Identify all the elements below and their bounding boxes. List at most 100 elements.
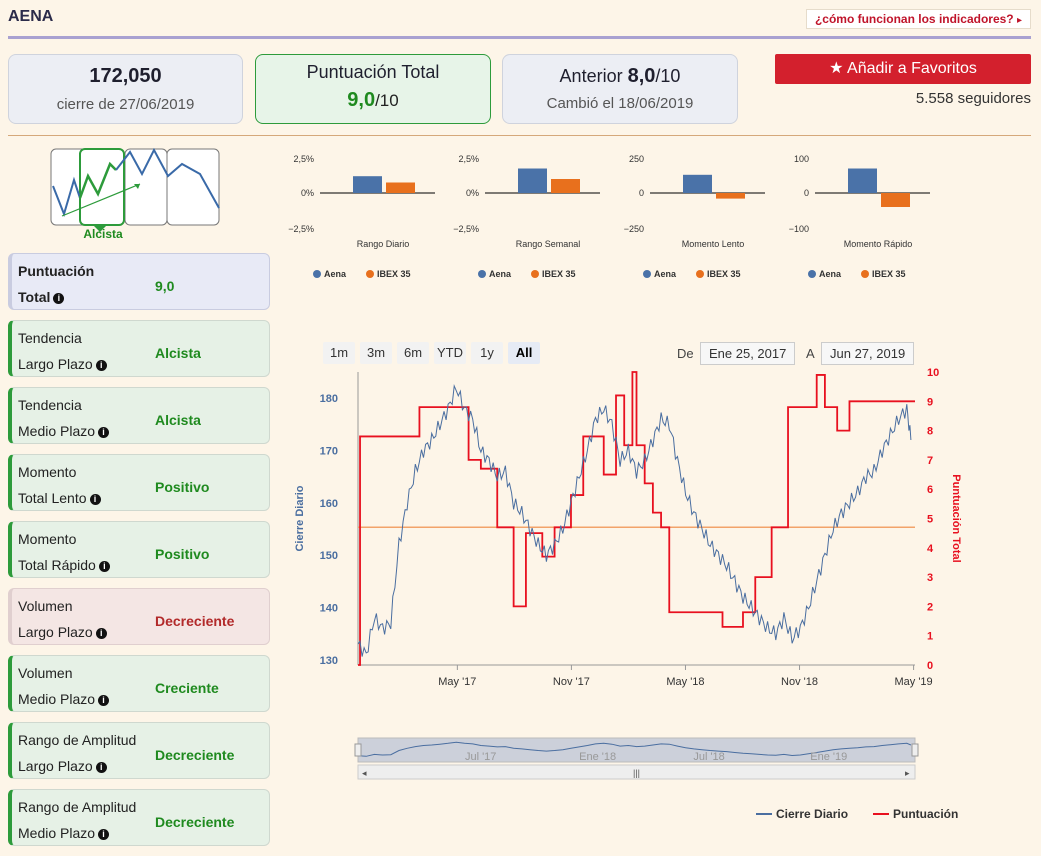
indicator-name-line1: Rango de Amplitud xyxy=(18,799,137,815)
y-tick-label: 150 xyxy=(320,550,338,562)
trend-arrow-head xyxy=(134,184,140,189)
navigator-handle-left xyxy=(354,743,362,757)
indicator-name-text: Total Lento xyxy=(18,490,87,506)
indicator-name-line2: Medio Plazo i xyxy=(18,825,110,841)
mini-ytick-label: −2,5% xyxy=(288,224,314,234)
indicator-item[interactable]: Puntuación Total i 9,0 xyxy=(8,253,270,310)
mini-bar xyxy=(551,179,580,193)
y-tick-label: 130 xyxy=(320,655,338,667)
y2-tick-label: 9 xyxy=(927,396,933,408)
range-button[interactable]: 1y xyxy=(471,342,503,364)
mini-ytick-label: 250 xyxy=(629,154,644,164)
indicator-name-text: Medio Plazo xyxy=(18,691,96,707)
mini-ytick-label: 100 xyxy=(794,154,809,164)
x-tick-label: Nov '18 xyxy=(781,676,818,688)
y2-tick-label: 5 xyxy=(927,514,933,526)
range-button[interactable]: 3m xyxy=(360,342,392,364)
mini-bar xyxy=(353,176,382,193)
info-icon[interactable]: i xyxy=(53,293,65,304)
navigator-handle-right xyxy=(911,743,919,757)
indicator-name-text: Total Rápido xyxy=(18,557,96,573)
previous-score: Anterior 8,0/10 xyxy=(559,65,681,87)
star-icon: ★ xyxy=(829,60,844,77)
help-link[interactable]: ¿cómo funcionan los indicadores? ▸ xyxy=(805,9,1031,29)
mini-ytick-label: 2,5% xyxy=(458,154,479,164)
navigator-window xyxy=(357,737,916,763)
price-value: 172,050 xyxy=(89,65,162,87)
info-icon[interactable]: i xyxy=(95,762,107,773)
y-tick-label: 160 xyxy=(320,498,338,510)
indicator-name-text: Largo Plazo xyxy=(18,758,93,774)
mini-chart: 2,5% 0% −2,5% Rango Diario Aena IBEX 35 xyxy=(288,154,435,279)
previous-score-card: Anterior 8,0/10 Cambió el 18/06/2019 xyxy=(502,54,738,124)
indicator-item[interactable]: Momento Total Rápido i Positivo xyxy=(8,521,270,578)
mini-ytick-label: 0% xyxy=(301,188,314,198)
indicator-name-line1: Tendencia xyxy=(18,397,82,413)
info-icon[interactable]: i xyxy=(98,695,110,706)
y-tick-label: 180 xyxy=(320,393,338,405)
indicator-item[interactable]: Tendencia Medio Plazo i Alcista xyxy=(8,387,270,444)
indicator-name-line2: Largo Plazo i xyxy=(18,624,107,640)
y-tick-label: 140 xyxy=(320,602,338,614)
y2-tick-label: 1 xyxy=(927,631,933,643)
from-date-input[interactable]: Ene 25, 2017 xyxy=(700,342,796,365)
range-button[interactable]: YTD xyxy=(434,342,466,364)
help-link-label: ¿cómo funcionan los indicadores? xyxy=(814,12,1014,26)
to-label: A xyxy=(806,346,815,361)
indicator-name-line1: Puntuación xyxy=(18,263,95,279)
from-label: De xyxy=(677,346,694,361)
indicator-item[interactable]: Volumen Largo Plazo i Decreciente xyxy=(8,588,270,645)
trend-panel-4 xyxy=(166,148,220,226)
legend-label: IBEX 35 xyxy=(377,269,411,279)
indicator-value: Alcista xyxy=(155,412,201,428)
indicator-item[interactable]: Rango de Amplitud Largo Plazo i Decreciente xyxy=(8,722,270,779)
range-button[interactable]: All xyxy=(508,342,540,364)
indicator-item[interactable]: Momento Total Lento i Positivo xyxy=(8,454,270,511)
mini-ytick-label: 0% xyxy=(466,188,479,198)
legend-label: Aena xyxy=(324,269,347,279)
to-date-input[interactable]: Jun 27, 2019 xyxy=(821,342,915,365)
legend-marker xyxy=(861,270,869,278)
indicator-value: Positivo xyxy=(155,546,210,562)
y2-tick-label: 3 xyxy=(927,572,933,584)
indicator-name-text: Largo Plazo xyxy=(18,356,93,372)
total-score-value: 9,0/10 xyxy=(347,89,399,111)
indicator-name-line2: Total i xyxy=(18,289,65,305)
info-icon[interactable]: i xyxy=(98,561,110,572)
info-icon[interactable]: i xyxy=(98,427,110,438)
navigator-label: Ene '18 xyxy=(579,751,616,763)
indicator-name-line2: Largo Plazo i xyxy=(18,758,107,774)
mini-chart-title: Rango Semanal xyxy=(516,239,581,249)
indicator-name-line2: Medio Plazo i xyxy=(18,691,110,707)
legend-label: Aena xyxy=(819,269,842,279)
legend-marker xyxy=(313,270,321,278)
info-icon[interactable]: i xyxy=(95,628,107,639)
mini-ytick-label: 0 xyxy=(639,188,644,198)
mini-chart: 100 0 −100 Momento Rápido Aena IBEX 35 xyxy=(789,154,930,279)
trend-arrow xyxy=(61,183,141,217)
total-score-label: Puntuación Total xyxy=(306,62,440,82)
page-title: AENA xyxy=(8,8,54,25)
mini-chart: 250 0 −250 Momento Lento Aena IBEX 35 xyxy=(624,154,765,279)
navigator-label: Jul '18 xyxy=(693,751,724,763)
indicator-item[interactable]: Volumen Medio Plazo i Creciente xyxy=(8,655,270,712)
followers-count: 5.558 seguidores xyxy=(915,90,1031,107)
info-icon[interactable]: i xyxy=(95,360,107,371)
x-tick-label: May '19 xyxy=(895,676,933,688)
mini-bar xyxy=(848,168,877,193)
info-icon[interactable]: i xyxy=(98,829,110,840)
range-button[interactable]: 1m xyxy=(323,342,355,364)
scroll-right-icon: ▸ xyxy=(905,768,910,778)
mini-chart-title: Rango Diario xyxy=(357,239,410,249)
legend-label: IBEX 35 xyxy=(872,269,906,279)
indicator-item[interactable]: Rango de Amplitud Medio Plazo i Decreciente xyxy=(8,789,270,846)
mini-bar xyxy=(881,193,910,207)
indicator-name-line2: Total Rápido i xyxy=(18,557,110,573)
legend-label: Cierre Diario xyxy=(776,807,848,821)
add-favorites-button[interactable]: ★ Añadir a Favoritos xyxy=(775,54,1031,84)
indicator-name-line1: Momento xyxy=(18,464,77,480)
info-icon[interactable]: i xyxy=(89,494,101,505)
indicator-value: 9,0 xyxy=(155,278,175,294)
indicator-item[interactable]: Tendencia Largo Plazo i Alcista xyxy=(8,320,270,377)
range-button[interactable]: 6m xyxy=(397,342,429,364)
